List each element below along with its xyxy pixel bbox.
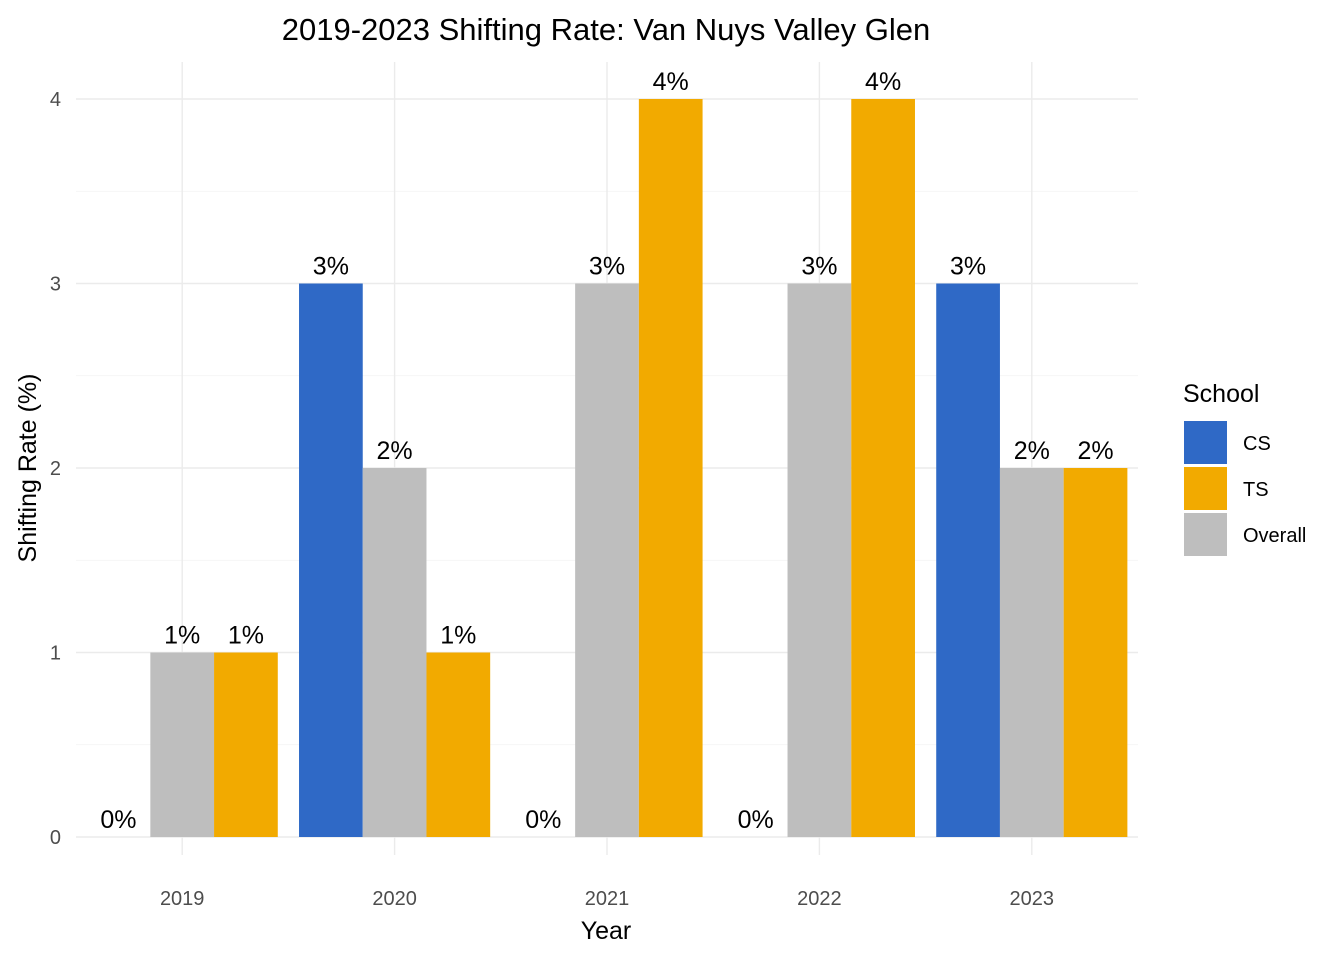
legend-swatch [1184,513,1227,556]
data-label: 1% [440,622,476,650]
x-tick-label: 2019 [160,888,205,910]
data-label: 2% [1077,437,1113,465]
data-label: 0% [100,806,136,834]
bar [214,652,278,837]
bar [426,652,491,837]
data-label: 3% [589,253,625,281]
x-tick-label: 2023 [1010,888,1055,910]
x-tick-label: 2021 [585,888,630,910]
x-tick-label: 2022 [797,888,842,910]
data-label: 0% [738,806,774,834]
data-label: 0% [525,806,561,834]
legend-swatch [1184,421,1227,464]
data-label: 1% [164,622,200,650]
bar [638,99,703,837]
data-label: 3% [950,253,986,281]
x-axis-ticks: 2019 2020 2021 2022 2023 [160,888,1054,910]
data-label: 2% [1014,437,1050,465]
y-axis-title: Shifting Rate (%) [14,374,42,563]
bar [299,283,363,837]
data-label: 4% [653,68,689,96]
bar [575,283,639,837]
legend-label: Overall [1243,525,1306,547]
y-tick-label: 0 [50,827,61,849]
legend: School CS TS Overall [1183,380,1306,556]
legend-label: TS [1243,479,1269,501]
y-tick-label: 2 [50,458,61,480]
y-tick-label: 4 [50,89,61,111]
bar [362,468,427,837]
y-tick-label: 1 [50,643,61,665]
data-labels: 0% 1% 1% 3% 2% 1% 0% 3% 4% 0% 3% 4% 3% 2% 2% [100,68,1113,834]
y-tick-label: 3 [50,274,61,296]
bars [150,99,1128,837]
x-tick-label: 2020 [372,888,417,910]
bar [787,283,852,837]
data-label: 1% [228,622,264,650]
data-label: 2% [377,437,413,465]
data-label: 3% [801,253,837,281]
bar [999,468,1064,837]
legend-label: CS [1243,433,1271,455]
y-axis-ticks: 0 1 2 3 4 [50,89,61,849]
bar [936,283,1000,837]
data-label: 4% [865,68,901,96]
data-label: 3% [313,253,349,281]
x-axis-title: Year [581,917,632,945]
legend-swatch [1184,467,1227,510]
legend-title: School [1183,380,1259,408]
bar [1063,468,1128,837]
bar [150,652,215,837]
chart-title: 2019-2023 Shifting Rate: Van Nuys Valley… [282,12,931,47]
bar [851,99,915,837]
